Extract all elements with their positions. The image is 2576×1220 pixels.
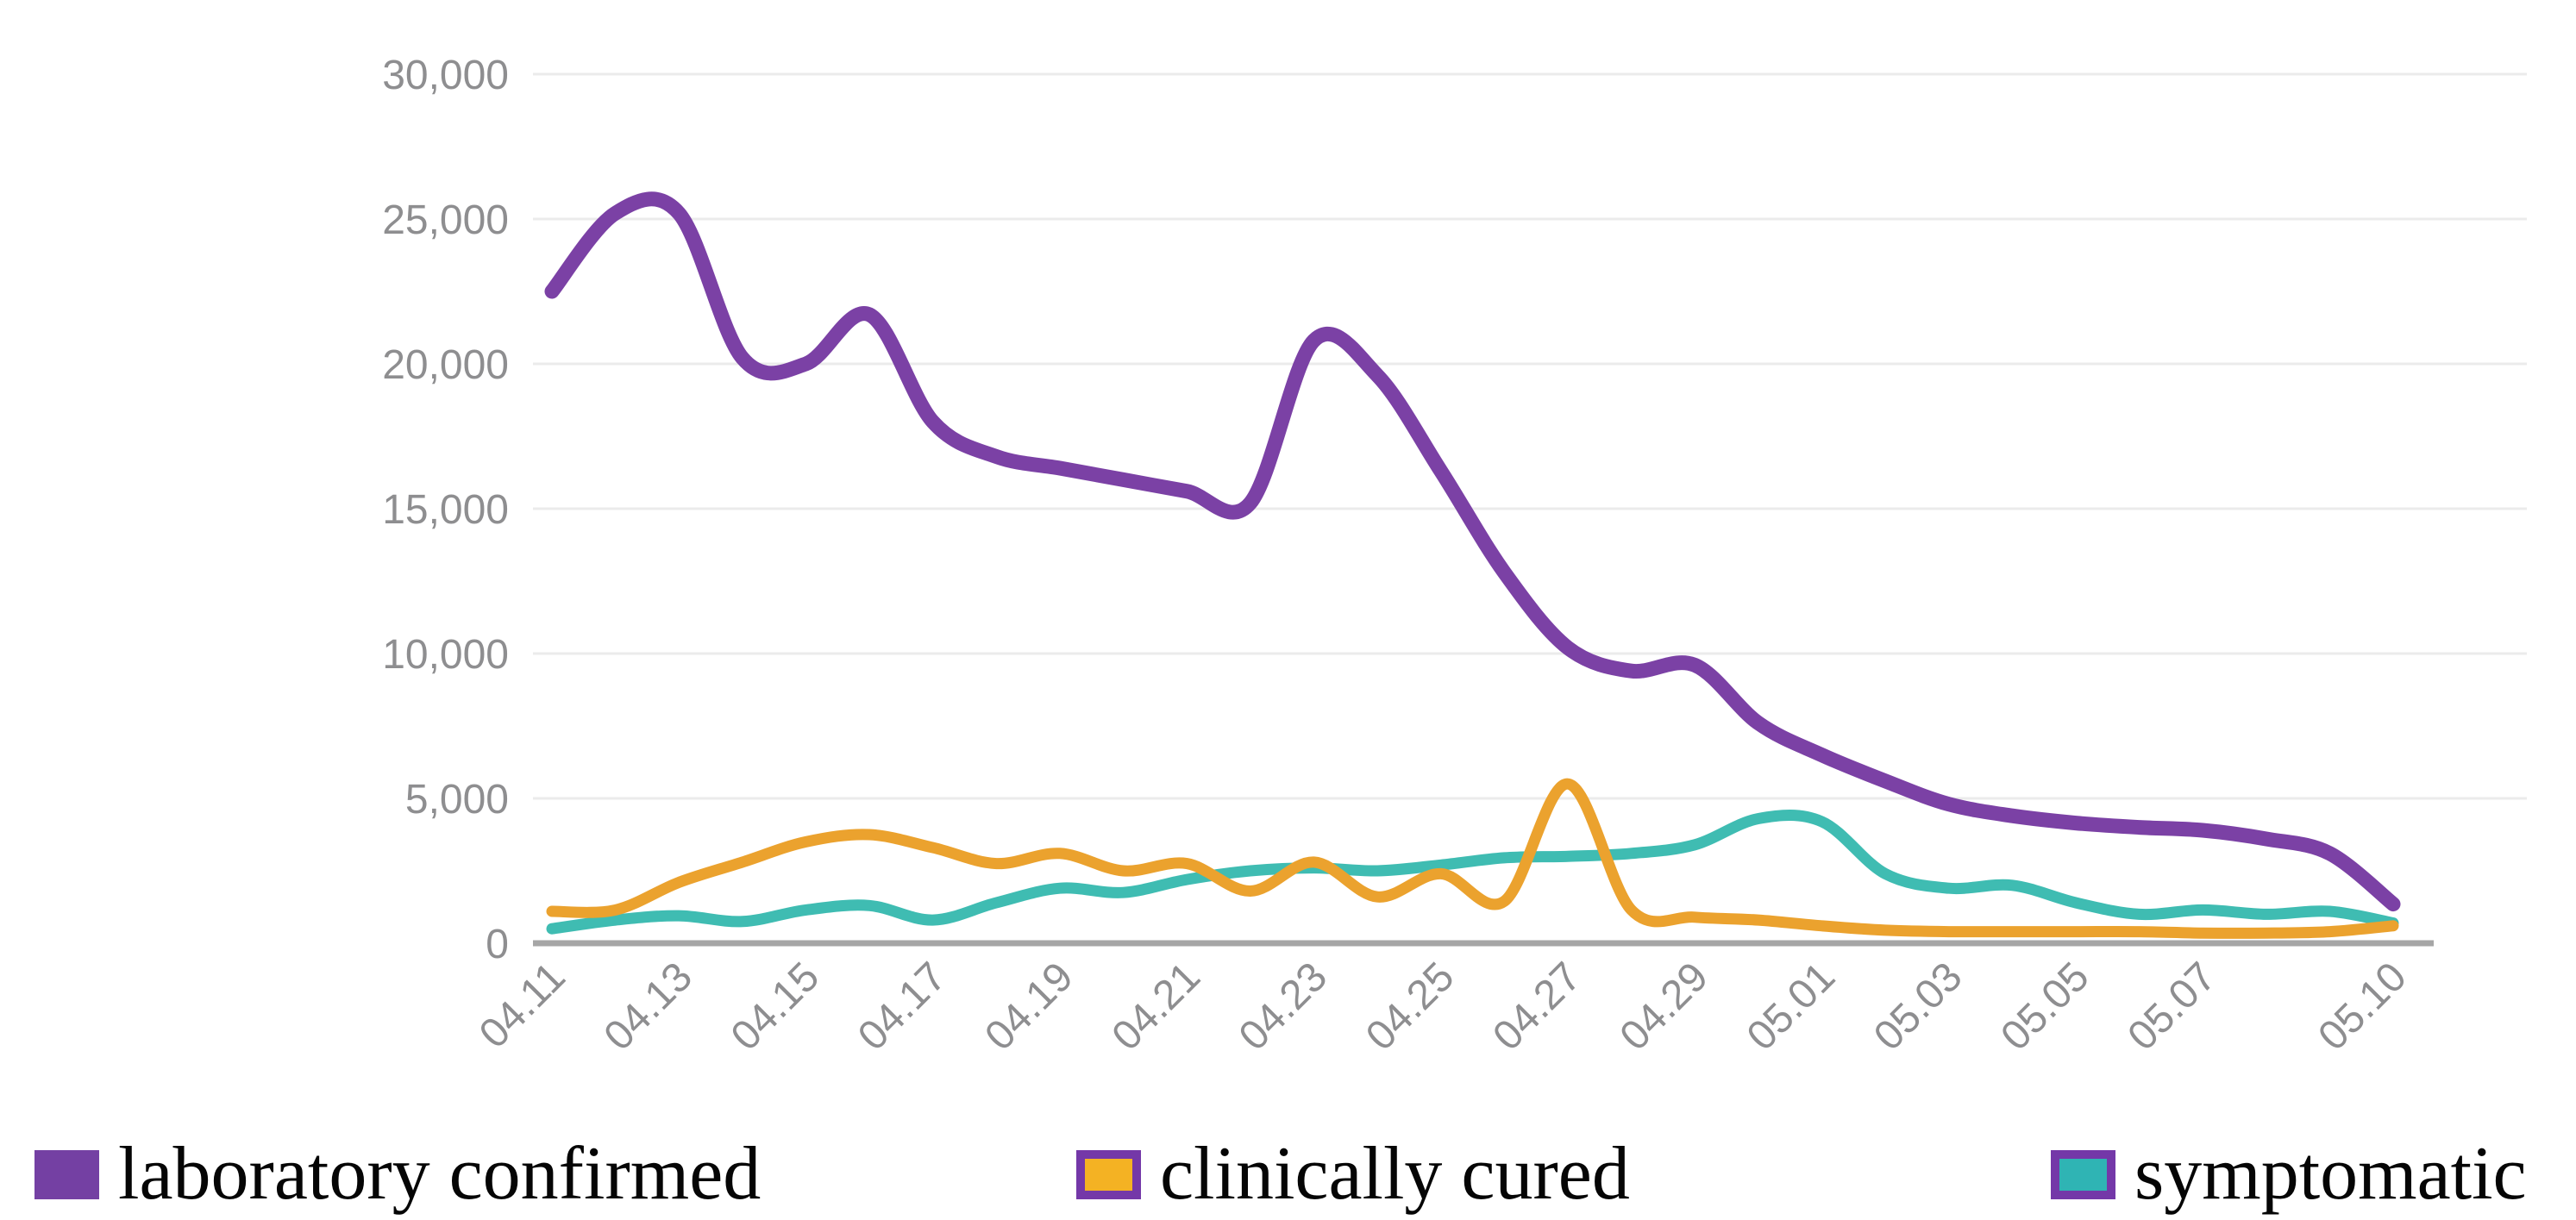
gridlines	[533, 72, 2527, 947]
y-tick-label: 10,000	[382, 632, 509, 678]
x-tick-label: 04.21	[1104, 954, 1209, 1059]
y-axis-labels: 0 5,000 10,000 15,000 20,000 25,000 30,000	[382, 53, 509, 967]
x-tick-label: 05.01	[1739, 954, 1844, 1059]
y-tick-label: 30,000	[382, 53, 509, 98]
x-tick-label: 04.25	[1357, 954, 1463, 1059]
y-tick-label: 20,000	[382, 342, 509, 388]
x-tick-label: 04.13	[596, 954, 701, 1059]
x-tick-label: 04.19	[976, 954, 1081, 1059]
x-tick-label: 04.27	[1484, 954, 1589, 1059]
x-tick-label: 05.10	[2310, 954, 2415, 1059]
x-tick-label: 05.03	[1865, 954, 1971, 1059]
y-tick-label: 0	[486, 922, 509, 967]
x-tick-label: 04.17	[849, 954, 955, 1059]
x-tick-label: 04.29	[1612, 954, 1717, 1059]
series-line-clinically-cured	[546, 778, 2399, 939]
y-tick-label: 5,000	[405, 777, 509, 823]
series-line-laboratory-confirmed	[544, 191, 2401, 912]
series-line-symptomatic	[546, 810, 2399, 935]
x-tick-label: 04.11	[471, 954, 574, 1057]
x-axis-labels: 04.11 04.13 04.15 04.17 04.19 04.21 04.23 04.25…	[471, 954, 2416, 1059]
x-tick-label: 05.07	[2119, 954, 2224, 1059]
x-tick-label: 05.05	[1992, 954, 2097, 1059]
y-tick-label: 25,000	[382, 197, 509, 243]
y-tick-label: 15,000	[382, 487, 509, 533]
x-tick-label: 04.23	[1231, 954, 1336, 1059]
x-tick-label: 04.15	[723, 954, 828, 1059]
